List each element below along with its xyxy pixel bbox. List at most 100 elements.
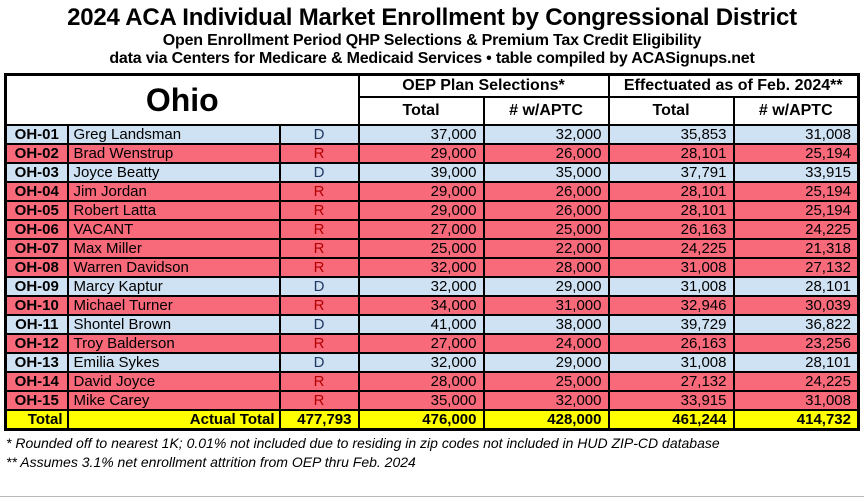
subheader-eff-total: Total bbox=[607, 95, 735, 126]
oep-aptc-cell: 24,000 bbox=[482, 332, 610, 354]
oep-total-cell: 37,000 bbox=[357, 123, 485, 145]
party-cell: D bbox=[278, 275, 360, 297]
total-oep-aptc-cell: 428,000 bbox=[482, 408, 610, 431]
oep-total-cell: 34,000 bbox=[357, 294, 485, 316]
eff-total-cell: 28,101 bbox=[607, 142, 735, 164]
total-eff-total-cell: 461,244 bbox=[607, 408, 735, 431]
eff-total-cell: 31,008 bbox=[607, 256, 735, 278]
district-cell: OH-06 bbox=[4, 218, 69, 240]
table-row: OH-15 Mike Carey R 35,000 32,000 33,915 31,008 bbox=[4, 389, 860, 411]
eff-total-cell: 26,163 bbox=[607, 218, 735, 240]
district-cell: OH-09 bbox=[4, 275, 69, 297]
party-cell: R bbox=[278, 370, 360, 392]
rep-name-cell: Greg Landsman bbox=[66, 123, 281, 145]
rep-name-cell: Troy Balderson bbox=[66, 332, 281, 354]
district-cell: OH-11 bbox=[4, 313, 69, 335]
table-row: OH-10 Michael Turner R 34,000 31,000 32,946 30… bbox=[4, 294, 860, 316]
party-cell: R bbox=[278, 199, 360, 221]
eff-total-cell: 24,225 bbox=[607, 237, 735, 259]
party-cell: D bbox=[278, 313, 360, 335]
oep-total-cell: 32,000 bbox=[357, 275, 485, 297]
oep-total-cell: 32,000 bbox=[357, 351, 485, 373]
eff-aptc-cell: 25,194 bbox=[732, 199, 860, 221]
party-cell: R bbox=[278, 142, 360, 164]
table-row: OH-02 Brad Wenstrup R 29,000 26,000 28,101 25,… bbox=[4, 142, 860, 164]
district-cell: OH-12 bbox=[4, 332, 69, 354]
oep-total-cell: 29,000 bbox=[357, 180, 485, 202]
district-cell: OH-05 bbox=[4, 199, 69, 221]
oep-total-cell: 39,000 bbox=[357, 161, 485, 183]
eff-aptc-cell: 21,318 bbox=[732, 237, 860, 259]
footnote-rounding: * Rounded off to nearest 1K; 0.01% not i… bbox=[6, 434, 720, 451]
district-cell: OH-02 bbox=[4, 142, 69, 164]
party-cell: D bbox=[278, 161, 360, 183]
footnotes: * Rounded off to nearest 1K; 0.01% not i… bbox=[6, 434, 864, 472]
total-oep-total-cell: 476,000 bbox=[357, 408, 485, 431]
party-cell: R bbox=[278, 237, 360, 259]
header-row-subcolumns: Total # w/APTC Total # w/APTC bbox=[6, 95, 860, 126]
oep-aptc-cell: 29,000 bbox=[482, 275, 610, 297]
oep-aptc-cell: 26,000 bbox=[482, 199, 610, 221]
eff-total-cell: 28,101 bbox=[607, 180, 735, 202]
oep-total-cell: 41,000 bbox=[357, 313, 485, 335]
oep-aptc-cell: 28,000 bbox=[482, 256, 610, 278]
table-row: OH-14 David Joyce R 28,000 25,000 27,132 24,22… bbox=[4, 370, 860, 392]
total-eff-aptc-cell: 414,732 bbox=[732, 408, 860, 431]
district-cell: OH-14 bbox=[4, 370, 69, 392]
eff-aptc-cell: 28,101 bbox=[732, 275, 860, 297]
oep-total-cell: 29,000 bbox=[357, 199, 485, 221]
column-group-oep: OEP Plan Selections* bbox=[357, 73, 610, 98]
rep-name-cell: Shontel Brown bbox=[66, 313, 281, 335]
district-cell: OH-13 bbox=[4, 351, 69, 373]
column-group-effectuated: Effectuated as of Feb. 2024** bbox=[607, 73, 860, 98]
oep-aptc-cell: 22,000 bbox=[482, 237, 610, 259]
eff-total-cell: 39,729 bbox=[607, 313, 735, 335]
rep-name-cell: Michael Turner bbox=[66, 294, 281, 316]
eff-total-cell: 28,101 bbox=[607, 199, 735, 221]
subtitle-line-1: Open Enrollment Period QHP Selections & … bbox=[162, 31, 702, 49]
eff-total-cell: 35,853 bbox=[607, 123, 735, 145]
district-cell: OH-10 bbox=[4, 294, 69, 316]
eff-aptc-cell: 23,256 bbox=[732, 332, 860, 354]
table-row: OH-07 Max Miller R 25,000 22,000 24,225 21,318 bbox=[4, 237, 860, 259]
eff-aptc-cell: 25,194 bbox=[732, 180, 860, 202]
table-row: OH-01 Greg Landsman D 37,000 32,000 35,853 31,… bbox=[4, 123, 860, 145]
total-row: Total Actual Total 477,793 476,000 428,0… bbox=[4, 408, 860, 431]
rep-name-cell: Brad Wenstrup bbox=[66, 142, 281, 164]
party-cell: D bbox=[278, 123, 360, 145]
oep-aptc-cell: 26,000 bbox=[482, 142, 610, 164]
actual-total-label-cell: Actual Total bbox=[66, 408, 281, 431]
eff-aptc-cell: 30,039 bbox=[732, 294, 860, 316]
rep-name-cell: Joyce Beatty bbox=[66, 161, 281, 183]
rep-name-cell: Emilia Sykes bbox=[66, 351, 281, 373]
oep-total-cell: 29,000 bbox=[357, 142, 485, 164]
oep-total-cell: 25,000 bbox=[357, 237, 485, 259]
table-row: OH-13 Emilia Sykes D 32,000 29,000 31,008 28,1… bbox=[4, 351, 860, 373]
eff-total-cell: 26,163 bbox=[607, 332, 735, 354]
subheader-oep-aptc: # w/APTC bbox=[482, 95, 610, 126]
oep-aptc-cell: 32,000 bbox=[482, 389, 610, 411]
district-cell: OH-04 bbox=[4, 180, 69, 202]
party-cell: R bbox=[278, 218, 360, 240]
page-title: 2024 ACA Individual Market Enrollment by… bbox=[67, 4, 797, 31]
party-cell: R bbox=[278, 256, 360, 278]
eff-aptc-cell: 33,915 bbox=[732, 161, 860, 183]
party-cell: R bbox=[278, 180, 360, 202]
district-cell: OH-01 bbox=[4, 123, 69, 145]
rep-name-cell: VACANT bbox=[66, 218, 281, 240]
eff-total-cell: 32,946 bbox=[607, 294, 735, 316]
oep-total-cell: 32,000 bbox=[357, 256, 485, 278]
eff-aptc-cell: 27,132 bbox=[732, 256, 860, 278]
eff-total-cell: 37,791 bbox=[607, 161, 735, 183]
rep-name-cell: Jim Jordan bbox=[66, 180, 281, 202]
rep-name-cell: Mike Carey bbox=[66, 389, 281, 411]
rep-name-cell: Marcy Kaptur bbox=[66, 275, 281, 297]
oep-total-cell: 27,000 bbox=[357, 218, 485, 240]
table-row: OH-05 Robert Latta R 29,000 26,000 28,101 25,1… bbox=[4, 199, 860, 221]
subheader-eff-aptc: # w/APTC bbox=[732, 95, 860, 126]
district-cell: OH-08 bbox=[4, 256, 69, 278]
title-block: 2024 ACA Individual Market Enrollment by… bbox=[0, 0, 864, 68]
district-cell: OH-15 bbox=[4, 389, 69, 411]
rep-name-cell: David Joyce bbox=[66, 370, 281, 392]
